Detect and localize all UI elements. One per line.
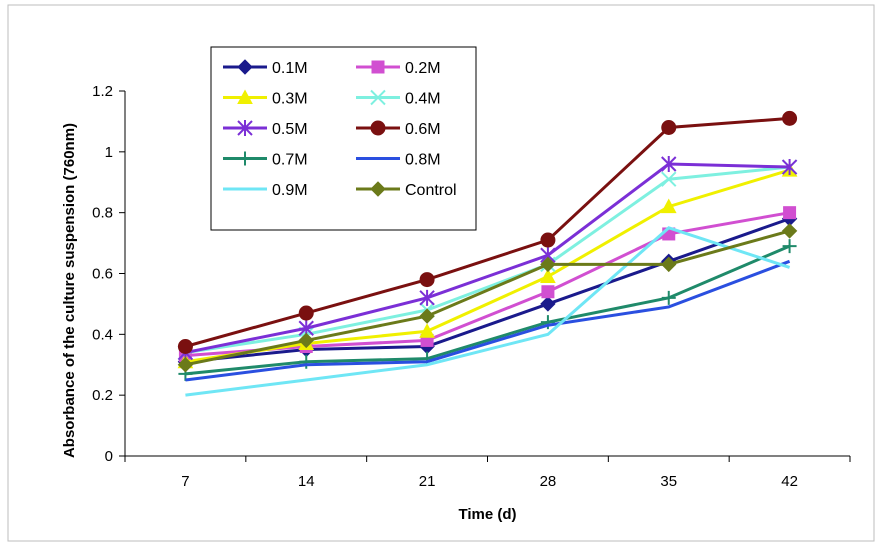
data-point-diamond — [177, 357, 194, 373]
data-point-triangle — [540, 268, 556, 284]
data-point-triangle — [419, 323, 435, 338]
data-point-plus — [238, 151, 252, 166]
legend-label: 0.1M — [272, 60, 308, 77]
data-point-circle — [298, 305, 314, 321]
legend-label: 0.6M — [405, 121, 441, 138]
data-point-circle — [370, 120, 386, 136]
legend-item: 0.7M — [223, 151, 308, 169]
x-tick-label: 42 — [781, 473, 798, 490]
data-point-diamond — [237, 59, 253, 75]
legend-label: 0.8M — [405, 152, 441, 169]
series-line — [185, 211, 790, 358]
x-tick-label: 28 — [540, 473, 557, 490]
legend-item: 0.6M — [356, 120, 441, 138]
data-point-plus — [540, 315, 555, 330]
y-tick-label: 0.6 — [92, 266, 113, 283]
data-point-diamond — [540, 296, 556, 312]
legend-label: 0.7M — [272, 152, 308, 169]
data-point-asterisk — [237, 120, 253, 136]
legend-label: 0.2M — [405, 60, 441, 77]
data-point-plus — [661, 290, 676, 305]
legend-label: Control — [405, 182, 457, 199]
legend-item: 0.8M — [356, 152, 441, 169]
series-line — [185, 259, 791, 382]
legend: 0.1M 0.2M 0.3M 0.4M 0.5M 0.6M 0.7M 0.8M 0.9M Cont… — [210, 46, 477, 231]
legend-label: 0.4M — [405, 91, 441, 108]
series-0-6m — [177, 110, 798, 354]
series-line — [185, 226, 791, 397]
y-tick-label: 1.2 — [92, 83, 113, 100]
legend-label: 0.9M — [272, 182, 308, 199]
legend-item: 0.9M — [223, 182, 308, 199]
series-line — [185, 162, 790, 355]
data-point-square — [783, 206, 797, 220]
x-ticks: 7 14 21 28 35 42 — [124, 456, 851, 490]
series-line — [185, 165, 790, 355]
data-point-plus — [299, 354, 314, 369]
x-tick-label: 7 — [181, 473, 189, 490]
data-point-x — [370, 89, 386, 106]
data-point-diamond — [540, 256, 556, 273]
x-tick-label: 35 — [660, 473, 677, 490]
y-ticks: 0 0.2 0.4 0.6 0.8 1 1.2 — [92, 83, 125, 465]
data-point-circle — [540, 232, 556, 248]
data-point-diamond — [370, 181, 386, 197]
x-tick-label: 21 — [419, 473, 436, 490]
series-line — [185, 168, 791, 364]
series-control — [177, 223, 798, 373]
data-point-diamond — [419, 308, 435, 324]
series-0-9m — [185, 226, 791, 397]
legend-item: 0.3M — [223, 89, 308, 108]
y-tick-label: 0 — [105, 448, 113, 465]
data-point-triangle — [660, 198, 677, 214]
data-point-square — [371, 60, 385, 74]
y-tick-label: 0.2 — [92, 387, 113, 404]
series-0-8m — [185, 259, 791, 382]
data-point-circle — [782, 110, 798, 126]
y-tick-label: 1 — [105, 144, 113, 161]
legend-item: Control — [356, 181, 457, 199]
data-point-diamond — [298, 332, 314, 349]
series-line — [185, 244, 791, 376]
y-axis-title: Absorbance of the culture suspension (76… — [61, 123, 78, 458]
data-point-circle — [419, 272, 435, 288]
series-line — [185, 229, 790, 367]
data-point-circle — [661, 120, 677, 135]
x-axis-title: Time (d) — [458, 506, 516, 523]
legend-item: 0.4M — [356, 89, 441, 108]
data-point-square — [541, 285, 555, 299]
series-line — [185, 217, 791, 364]
data-point-plus — [782, 239, 797, 254]
data-point-asterisk — [781, 159, 798, 176]
data-point-x — [661, 171, 677, 187]
y-tick-label: 0.4 — [92, 326, 113, 343]
series-line — [185, 116, 790, 348]
data-point-diamond — [661, 256, 677, 273]
legend-label: 0.3M — [272, 91, 308, 108]
legend-item: 0.5M — [223, 120, 308, 138]
series — [177, 110, 798, 397]
data-point-asterisk — [661, 156, 677, 172]
legend-item: 0.1M — [223, 59, 308, 77]
legend-box — [210, 46, 477, 231]
data-point-diamond — [781, 223, 798, 239]
y-tick-label: 0.8 — [92, 205, 113, 222]
x-tick-label: 14 — [298, 473, 315, 490]
data-point-asterisk — [419, 289, 435, 306]
data-point-triangle — [237, 89, 253, 104]
legend-label: 0.5M — [272, 121, 308, 138]
legend-item: 0.2M — [356, 60, 441, 77]
data-point-circle — [177, 339, 193, 354]
